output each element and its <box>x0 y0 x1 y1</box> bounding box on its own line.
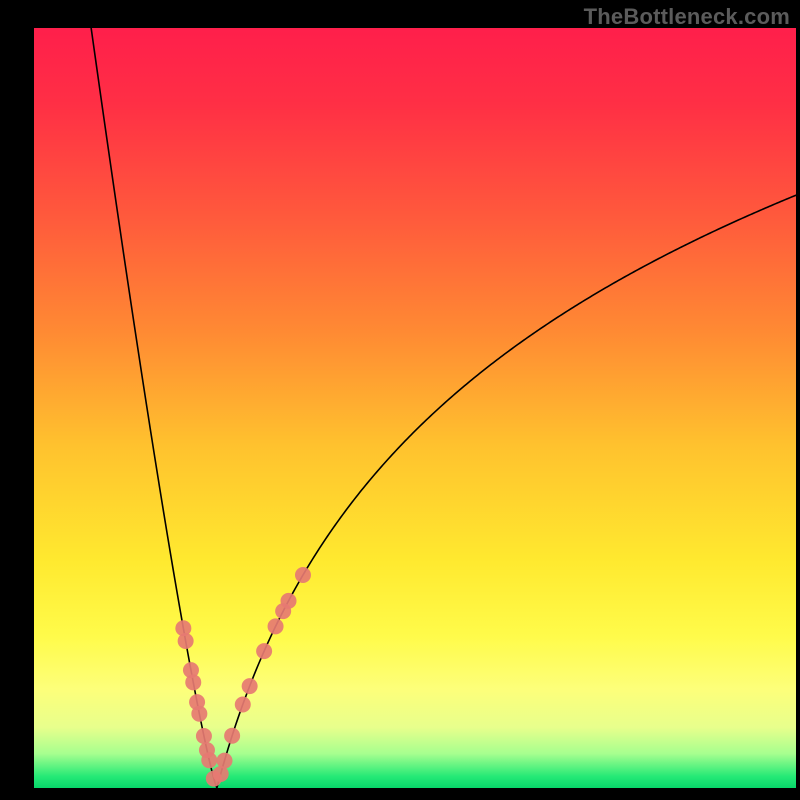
marker-point <box>295 567 311 583</box>
marker-point <box>201 752 217 768</box>
marker-point <box>185 674 201 690</box>
marker-point <box>268 618 284 634</box>
chart-frame: TheBottleneck.com <box>0 0 800 800</box>
marker-point <box>281 593 297 609</box>
marker-point <box>224 728 240 744</box>
marker-point <box>242 678 258 694</box>
bottleneck-chart <box>34 28 796 788</box>
marker-point <box>256 643 272 659</box>
marker-point <box>235 696 251 712</box>
watermark-text: TheBottleneck.com <box>584 4 790 30</box>
marker-point <box>191 706 207 722</box>
marker-point <box>217 753 233 769</box>
marker-point <box>196 728 212 744</box>
marker-point <box>178 633 194 649</box>
plot-area <box>34 28 796 788</box>
gradient-background <box>34 28 796 788</box>
